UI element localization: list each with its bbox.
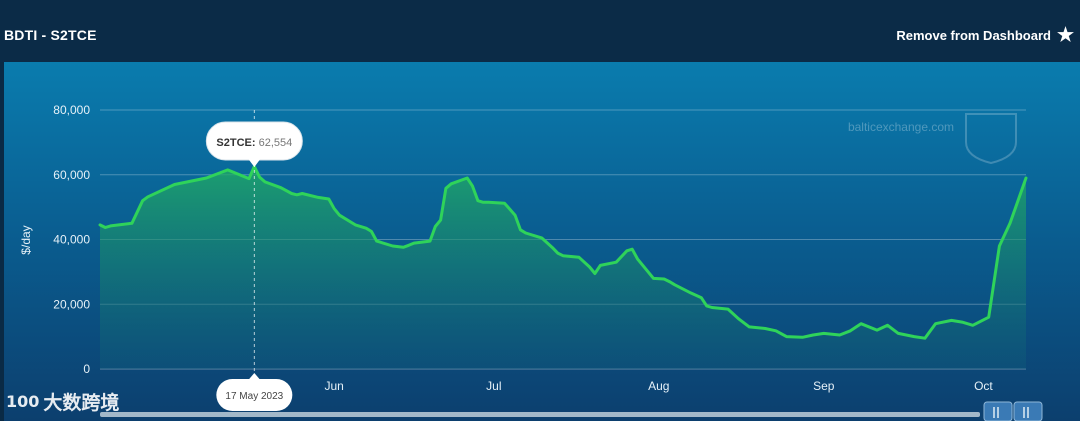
series-area	[100, 166, 1026, 369]
x-tick-label: Jun	[324, 379, 343, 393]
date-tooltip-pointer	[248, 373, 261, 380]
area-chart: 0 20,000 40,000 60,000 80,000 $/day Jun Jul Aug S…	[19, 103, 1043, 421]
chart-title: BDTI - S2TCE	[4, 27, 97, 43]
brand-watermark-text: 大数跨境	[43, 393, 120, 414]
star-icon[interactable]: ★	[1056, 24, 1074, 46]
y-tick-label: 40,000	[53, 233, 90, 247]
x-tick-label: Aug	[648, 379, 669, 393]
remove-from-dashboard-button[interactable]: Remove from Dashboard ★	[896, 24, 1074, 46]
tooltip-series-name: S2TCE:	[216, 137, 258, 149]
remove-from-dashboard-label: Remove from Dashboard	[896, 27, 1051, 43]
x-tick-label: Sep	[813, 379, 835, 393]
y-axis-label: $/day	[19, 225, 33, 254]
series-line	[98, 165, 1028, 340]
y-tick-label: 0	[83, 362, 90, 376]
date-tooltip-text: 17 May 2023	[225, 391, 283, 402]
brand-logo-icon: 100	[6, 392, 40, 411]
y-tick-label: 60,000	[53, 168, 90, 182]
y-tick-label: 80,000	[53, 103, 90, 117]
date-tooltip	[216, 379, 293, 411]
shield-watermark-icon	[965, 113, 1017, 165]
chart-header: BDTI - S2TCE Remove from Dashboard ★	[0, 0, 1080, 62]
chart-panel: 0 20,000 40,000 60,000 80,000 $/day Jun Jul Aug S…	[4, 62, 1080, 421]
brand-watermark: 100 大数跨境	[6, 388, 119, 415]
value-tooltip-pointer	[248, 159, 261, 167]
value-tooltip-text: S2TCE: 62,554	[216, 137, 292, 149]
site-watermark: balticexchange.com	[848, 120, 954, 134]
tooltip-value: 62,554	[259, 137, 293, 149]
y-tick-label: 20,000	[53, 297, 90, 311]
x-tick-label: Jul	[486, 379, 501, 393]
x-tick-label: Oct	[974, 379, 993, 393]
range-scrollbar-track	[100, 412, 980, 417]
